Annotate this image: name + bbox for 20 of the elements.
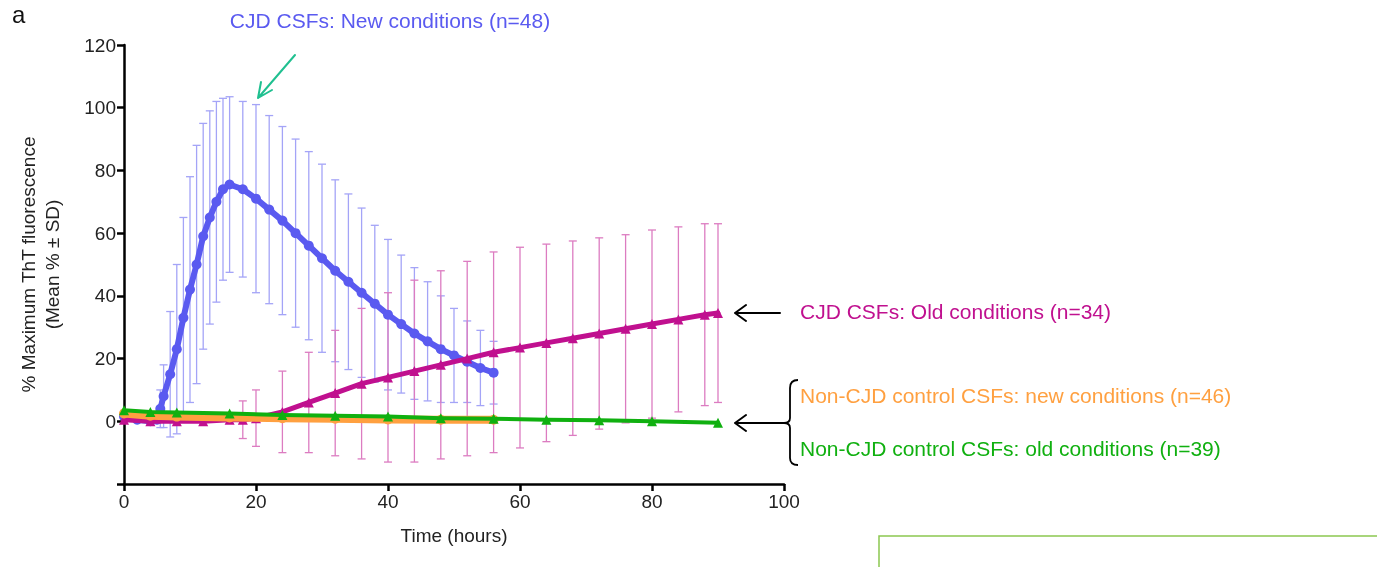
x-tick-label: 60: [509, 491, 531, 512]
x-tick-label: 0: [118, 491, 130, 512]
y-tick-label: 100: [84, 97, 116, 119]
y-tick-label: 80: [94, 159, 116, 181]
y-tick-label: 40: [94, 285, 116, 307]
y-tick-label: 20: [94, 348, 116, 370]
x-tick-label: 80: [641, 491, 663, 512]
y-axis-title: % Maximum ThT fluorescence (Mean % ± SD): [17, 136, 63, 393]
text: Non-CJD control CSFs: old conditions (n=39): [800, 437, 1221, 460]
x-tick-label: 40: [377, 491, 399, 512]
text: CJD CSFs: Old conditions (n=34): [800, 300, 1112, 323]
text: Non-CJD control CSFs: new conditions (n=46): [800, 384, 1232, 407]
x-axis-title: Time (hours): [400, 525, 508, 546]
y-tick-label: 0: [105, 410, 116, 432]
y-tick-label: 60: [94, 222, 116, 244]
x-tick-label: 20: [245, 491, 267, 512]
text: a: [12, 0, 26, 28]
text: CJD CSFs: New conditions (n=48): [229, 9, 551, 32]
y-tick-label: 120: [84, 34, 116, 56]
x-tick-label: 100: [768, 491, 800, 512]
